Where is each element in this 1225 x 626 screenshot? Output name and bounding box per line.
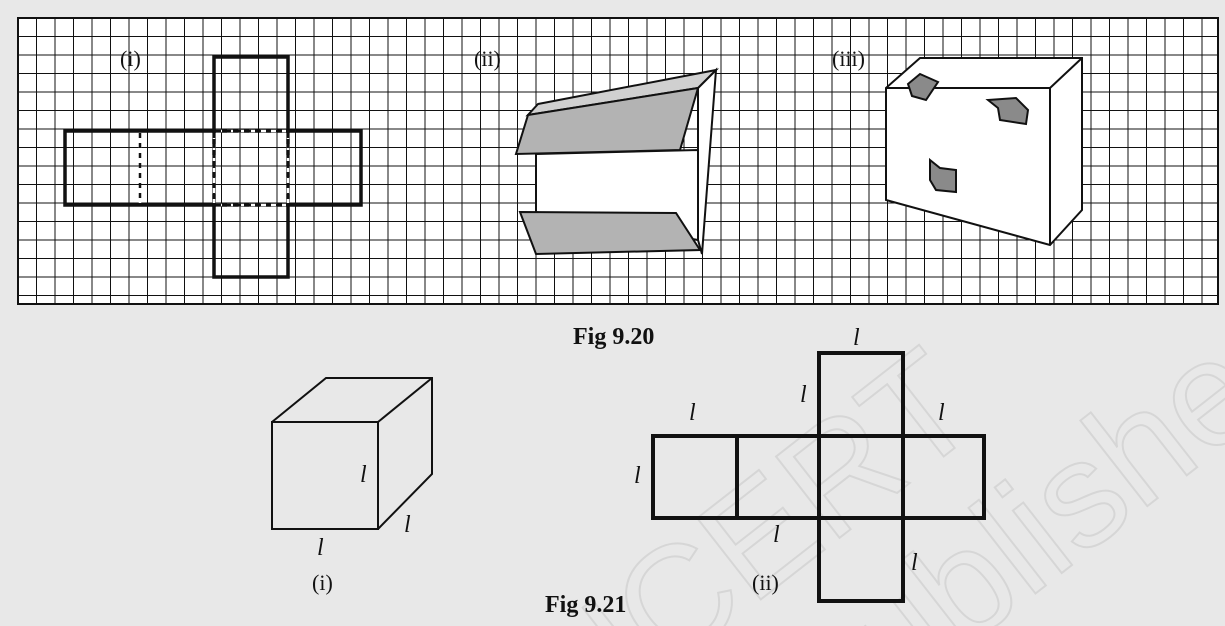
label-fig20-i: (i) xyxy=(120,46,141,71)
fig20-net-i xyxy=(63,55,363,279)
cube-body xyxy=(885,57,1083,247)
net-edge-label-left-top: l xyxy=(689,400,696,426)
cube-tab-top-right xyxy=(985,96,1030,126)
net-edge-label-bottom: l xyxy=(911,550,918,576)
cube-edge-label-width: l xyxy=(317,535,324,561)
label-fig20-ii: (ii) xyxy=(474,46,501,71)
cube-edge-label-height: l xyxy=(360,462,367,488)
label-fig20-iii: (iii) xyxy=(832,46,865,71)
cube-back-edges xyxy=(271,377,433,530)
caption-fig-9-20: Fig 9.20 xyxy=(573,324,654,350)
fig20-folding-box-ii xyxy=(514,67,720,256)
fig21-net-ii xyxy=(651,351,986,603)
net-edge-label-left-side: l xyxy=(634,463,641,489)
watermark: NCERT republished xyxy=(496,250,1225,626)
net-edge-label-bottom-row: l xyxy=(773,522,780,548)
bottom-flap xyxy=(518,210,702,256)
cube-tab-side xyxy=(929,157,957,194)
cube-edge-label-depth: l xyxy=(404,512,411,538)
cube-front-face xyxy=(271,421,379,530)
net-edge-label-top: l xyxy=(853,325,860,351)
caption-fig-9-21: Fig 9.21 xyxy=(545,592,626,618)
fig21-cube-i xyxy=(271,377,433,530)
net-column xyxy=(817,351,905,603)
net-edge-label-right-top: l xyxy=(938,400,945,426)
top-flap xyxy=(514,86,700,156)
cube-tab-top-left xyxy=(906,72,940,102)
fig20-cube-iii xyxy=(885,57,1083,247)
label-fig21-ii: (ii) xyxy=(752,570,779,595)
net-edge-label-column: l xyxy=(800,382,807,408)
label-fig21-i: (i) xyxy=(312,570,333,595)
